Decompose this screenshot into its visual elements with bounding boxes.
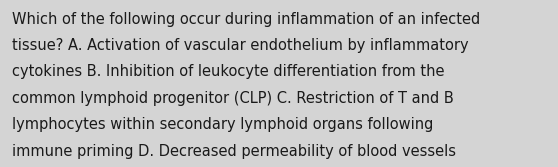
Text: immune priming D. Decreased permeability of blood vessels: immune priming D. Decreased permeability… bbox=[12, 144, 456, 159]
Text: lymphocytes within secondary lymphoid organs following: lymphocytes within secondary lymphoid or… bbox=[12, 117, 434, 132]
Text: cytokines B. Inhibition of leukocyte differentiation from the: cytokines B. Inhibition of leukocyte dif… bbox=[12, 64, 445, 79]
Text: tissue? A. Activation of vascular endothelium by inflammatory: tissue? A. Activation of vascular endoth… bbox=[12, 38, 469, 53]
Text: Which of the following occur during inflammation of an infected: Which of the following occur during infl… bbox=[12, 12, 480, 27]
Text: common lymphoid progenitor (CLP) C. Restriction of T and B: common lymphoid progenitor (CLP) C. Rest… bbox=[12, 91, 454, 106]
